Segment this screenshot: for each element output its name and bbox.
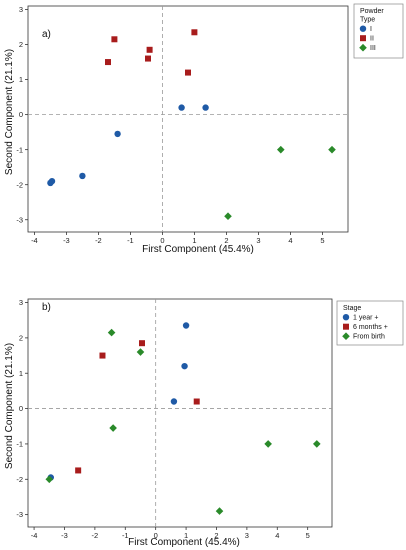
x-tick-label: -3 xyxy=(61,531,68,540)
x-tick-label: -4 xyxy=(31,531,38,540)
data-point-diamond xyxy=(313,440,321,448)
data-point-square xyxy=(111,36,118,43)
y-tick-label: -3 xyxy=(16,510,23,519)
data-point-diamond xyxy=(264,440,272,448)
data-point-square xyxy=(185,69,191,76)
y-tick-label: 2 xyxy=(19,40,23,49)
x-tick-label: -1 xyxy=(127,236,134,245)
x-tick-label: 0 xyxy=(154,531,158,540)
y-axis-title: Second Component (21.1%) xyxy=(4,343,15,469)
plot-frame xyxy=(27,298,333,528)
data-point-diamond xyxy=(215,507,224,515)
data-point-diamond xyxy=(328,145,336,154)
data-point-square xyxy=(193,398,200,405)
legend-entry-label: II xyxy=(370,36,374,43)
x-tick-label: 3 xyxy=(245,531,249,540)
data-point-square xyxy=(75,467,82,474)
data-point-diamond xyxy=(107,328,116,337)
x-tick-label: 5 xyxy=(320,236,324,245)
legend-entry-label: III xyxy=(370,45,376,52)
data-point-circle xyxy=(202,104,209,111)
scatter-chart-a: -4 -3 -2 -1 0 1 2 3 4 5 -3 -2 -1 0 1 2 3 a) First Compon… xyxy=(4,3,404,255)
legend: Stage 1 year + 6 months + From birth xyxy=(336,300,404,346)
x-axis-title: First Component (45.4%) xyxy=(128,537,240,548)
x-tick-label: 1 xyxy=(192,236,196,245)
legend-title: Stage xyxy=(343,305,361,312)
data-point-circle xyxy=(114,130,121,138)
y-tick-label: 1 xyxy=(19,75,23,84)
plot-area: -4 -3 -2 -1 0 1 2 3 4 5 -3 -2 -1 0 1 2 3 xyxy=(16,5,349,245)
data-point-diamond xyxy=(109,424,117,432)
legend-title: Type xyxy=(360,17,375,24)
x-tick-label: -2 xyxy=(92,531,99,540)
data-point-square xyxy=(146,46,153,53)
x-tick-label: -2 xyxy=(95,236,102,245)
legend-entry-label: 6 months + xyxy=(353,324,388,331)
legend-entry-label: From birth xyxy=(353,334,385,341)
y-tick-label: 0 xyxy=(19,404,23,413)
x-tick-label: 4 xyxy=(275,531,279,540)
legend-marker-square xyxy=(360,35,366,42)
y-tick-label: -1 xyxy=(16,440,23,449)
legend-title: Powder xyxy=(360,8,384,15)
data-point-diamond xyxy=(45,475,54,484)
data-point-diamond xyxy=(224,212,232,221)
x-tick-label: -1 xyxy=(122,531,129,540)
legend-entry-label: 1 year + xyxy=(353,315,379,322)
x-tick-label: 5 xyxy=(306,531,310,540)
x-tick-label: -3 xyxy=(63,236,70,245)
data-point-circle xyxy=(170,398,178,405)
x-tick-label: 2 xyxy=(214,531,218,540)
plot-area: -4 -3 -2 -1 0 1 2 3 4 5 -3 -2 -1 0 1 2 3 xyxy=(16,298,333,540)
data-point-circle xyxy=(178,104,185,111)
x-tick-label: 1 xyxy=(184,531,188,540)
data-point-circle xyxy=(79,172,86,180)
data-point-square xyxy=(99,352,106,359)
data-point-diamond xyxy=(277,145,285,154)
data-point-circle xyxy=(48,177,56,185)
data-point-square xyxy=(105,59,111,66)
legend-entry-label: I xyxy=(370,26,372,33)
legend-marker-circle xyxy=(359,25,367,32)
y-tick-label: 3 xyxy=(19,298,23,307)
y-tick-label: -2 xyxy=(16,475,23,484)
y-tick-label: 3 xyxy=(19,5,23,14)
panel-label: b) xyxy=(42,302,51,313)
y-tick-label: -2 xyxy=(16,180,23,189)
y-tick-label: 0 xyxy=(19,110,23,119)
data-point-diamond xyxy=(136,348,145,356)
scatter-chart-b: -4 -3 -2 -1 0 1 2 3 4 5 -3 -2 -1 0 1 2 3 b) First Compon… xyxy=(4,298,404,548)
plot-frame xyxy=(27,5,349,233)
x-tick-label: 0 xyxy=(160,236,164,245)
x-tick-label: 4 xyxy=(288,236,292,245)
x-tick-label: 2 xyxy=(224,236,228,245)
data-point-square xyxy=(145,55,151,62)
panel-label: a) xyxy=(42,29,51,40)
legend-marker-square xyxy=(343,323,349,330)
x-tick-label: -4 xyxy=(31,236,38,245)
y-tick-label: 1 xyxy=(19,369,23,378)
y-tick-label: 2 xyxy=(19,333,23,342)
x-tick-label: 3 xyxy=(256,236,260,245)
data-point-circle xyxy=(182,322,190,329)
data-point-square xyxy=(191,29,198,36)
legend-marker-circle xyxy=(342,314,350,321)
y-tick-label: -1 xyxy=(16,145,23,154)
y-axis-title: Second Component (21.1%) xyxy=(4,49,15,175)
x-axis-title: First Component (45.4%) xyxy=(142,244,254,255)
legend-marker-diamond xyxy=(359,43,367,52)
y-tick-label: -3 xyxy=(16,215,23,224)
data-point-square xyxy=(139,340,145,347)
data-point-circle xyxy=(181,362,188,370)
